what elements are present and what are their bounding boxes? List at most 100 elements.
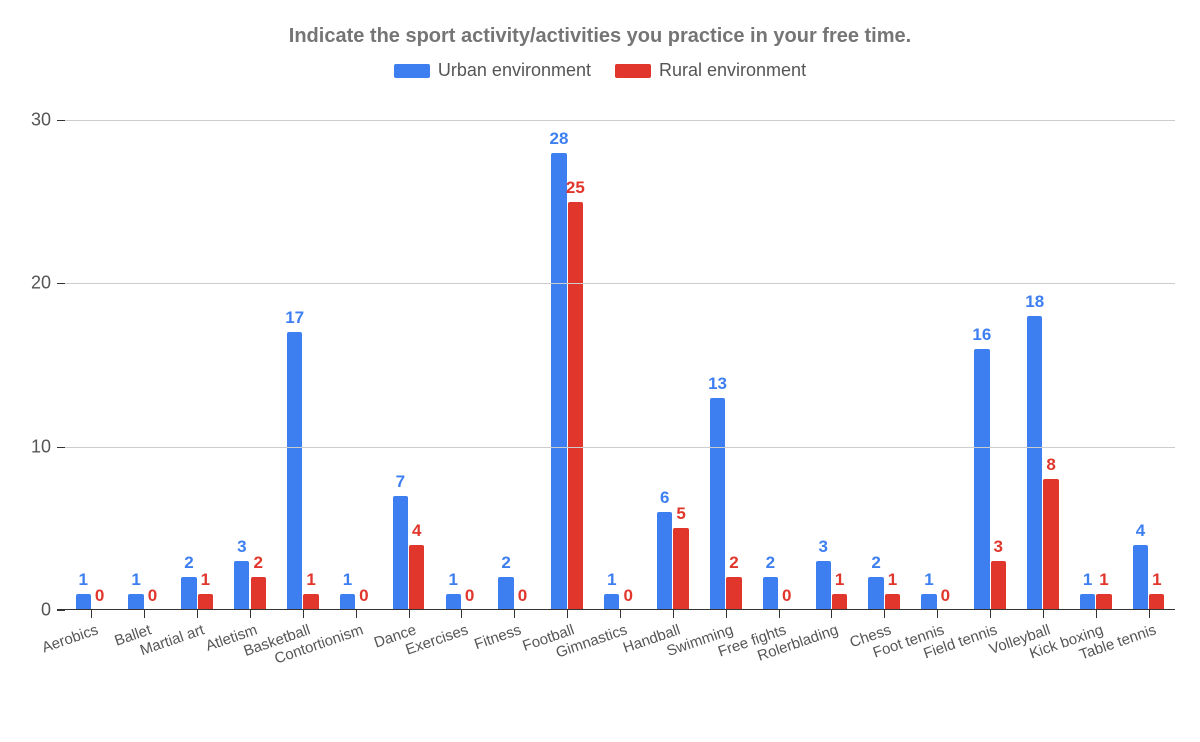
value-label-rural: 1	[306, 570, 315, 590]
category-group: 41Table tennis	[1122, 112, 1175, 610]
value-label-rural: 0	[518, 586, 527, 606]
category-group: 10Gimnastics	[594, 112, 647, 610]
sport-activities-chart: Indicate the sport activity/activities y…	[0, 0, 1200, 742]
category-group: 74Dance	[382, 112, 435, 610]
category-group: 20Free fights	[752, 112, 805, 610]
chart-title: Indicate the sport activity/activities y…	[0, 25, 1200, 48]
value-label-urban: 1	[343, 570, 352, 590]
value-label-rural: 25	[566, 178, 585, 198]
value-label-urban: 13	[708, 374, 727, 394]
category-group: 65Handball	[646, 112, 699, 610]
value-label-rural: 0	[95, 586, 104, 606]
value-label-rural: 2	[729, 553, 738, 573]
category-group: 171Basketball	[276, 112, 329, 610]
bar-rural	[568, 202, 583, 610]
value-label-urban: 4	[1136, 521, 1145, 541]
category-group: 21Chess	[858, 112, 911, 610]
value-label-urban: 16	[972, 325, 991, 345]
bar-urban	[551, 153, 566, 610]
bar-urban	[816, 561, 831, 610]
value-label-urban: 2	[871, 553, 880, 573]
bar-rural	[726, 577, 741, 610]
bar-urban	[1133, 545, 1148, 610]
y-tick-label: 30	[31, 110, 65, 131]
category-group: 132Swimming	[699, 112, 752, 610]
bar-urban	[498, 577, 513, 610]
value-label-rural: 1	[201, 570, 210, 590]
bar-rural	[251, 577, 266, 610]
value-label-urban: 1	[131, 570, 140, 590]
bar-urban	[1027, 316, 1042, 610]
bar-rural	[673, 528, 688, 610]
value-label-urban: 1	[79, 570, 88, 590]
value-label-rural: 5	[676, 504, 685, 524]
value-label-rural: 8	[1046, 455, 1055, 475]
category-group: 10Foot tennis	[911, 112, 964, 610]
legend-label: Urban environment	[438, 60, 591, 81]
value-label-urban: 18	[1025, 292, 1044, 312]
bar-rural	[1043, 479, 1058, 610]
value-label-urban: 3	[819, 537, 828, 557]
value-label-rural: 2	[253, 553, 262, 573]
value-label-rural: 0	[623, 586, 632, 606]
value-label-urban: 1	[607, 570, 616, 590]
value-label-rural: 3	[993, 537, 1002, 557]
legend-item: Rural environment	[615, 60, 806, 81]
value-label-rural: 1	[888, 570, 897, 590]
value-label-urban: 2	[766, 553, 775, 573]
bar-urban	[974, 349, 989, 610]
category-group: 163Field tennis	[964, 112, 1017, 610]
value-label-urban: 2	[184, 553, 193, 573]
value-label-rural: 0	[465, 586, 474, 606]
legend-swatch	[394, 64, 430, 78]
value-label-urban: 1	[924, 570, 933, 590]
value-label-urban: 1	[1083, 570, 1092, 590]
category-group: 188Volleyball	[1016, 112, 1069, 610]
gridline	[65, 447, 1175, 448]
category-group: 10Exercises	[435, 112, 488, 610]
bar-urban	[763, 577, 778, 610]
category-group: 21Martial art	[171, 112, 224, 610]
value-label-urban: 28	[550, 129, 569, 149]
value-label-urban: 3	[237, 537, 246, 557]
x-axis-label: Fitness	[469, 610, 524, 653]
value-label-urban: 7	[396, 472, 405, 492]
x-axis-line	[57, 609, 1175, 611]
value-label-urban: 2	[501, 553, 510, 573]
gridline	[65, 120, 1175, 121]
value-label-rural: 1	[835, 570, 844, 590]
y-tick-label: 20	[31, 273, 65, 294]
bars-wrap: 10Aerobics10Ballet21Martial art32Atletis…	[65, 112, 1175, 610]
bar-urban	[868, 577, 883, 610]
y-tick-label: 0	[41, 600, 65, 621]
gridline	[65, 283, 1175, 284]
category-group: 10Ballet	[118, 112, 171, 610]
value-label-rural: 0	[941, 586, 950, 606]
category-group: 20Fitness	[488, 112, 541, 610]
legend-item: Urban environment	[394, 60, 591, 81]
bar-rural	[991, 561, 1006, 610]
bar-urban	[710, 398, 725, 610]
bar-rural	[409, 545, 424, 610]
value-label-rural: 0	[359, 586, 368, 606]
value-label-rural: 1	[1152, 570, 1161, 590]
plot-area: 10Aerobics10Ballet21Martial art32Atletis…	[65, 112, 1175, 610]
value-label-urban: 6	[660, 488, 669, 508]
category-group: 32Atletism	[224, 112, 277, 610]
legend-label: Rural environment	[659, 60, 806, 81]
category-group: 2825Football	[541, 112, 594, 610]
value-label-rural: 0	[148, 586, 157, 606]
chart-legend: Urban environment Rural environment	[0, 60, 1200, 81]
category-group: 10Contortionism	[329, 112, 382, 610]
bar-urban	[234, 561, 249, 610]
legend-swatch	[615, 64, 651, 78]
bar-urban	[181, 577, 196, 610]
bar-urban	[657, 512, 672, 610]
value-label-urban: 17	[285, 308, 304, 328]
value-label-rural: 4	[412, 521, 421, 541]
category-group: 10Aerobics	[65, 112, 118, 610]
value-label-rural: 1	[1099, 570, 1108, 590]
bar-urban	[393, 496, 408, 610]
bar-urban	[287, 332, 302, 610]
category-group: 31Rolerblading	[805, 112, 858, 610]
